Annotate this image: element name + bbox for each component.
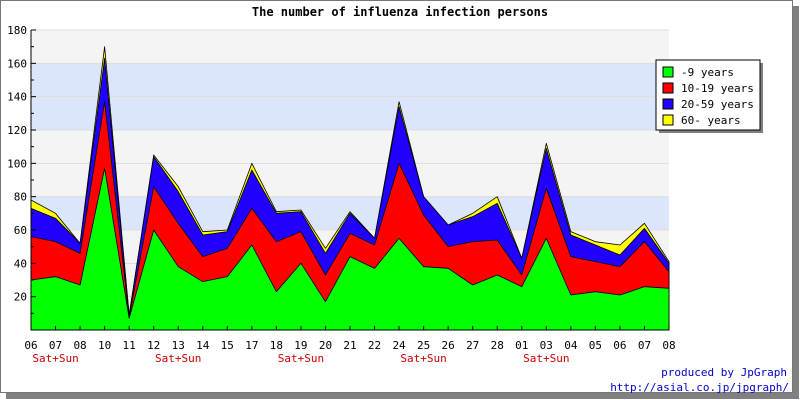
x-tick-label: 04: [564, 339, 578, 352]
weekend-label: Sat+Sun: [523, 352, 569, 365]
y-tick-label: 100: [7, 157, 27, 170]
x-tick-label: 20: [319, 339, 332, 352]
legend-swatch: [662, 98, 674, 110]
x-tick-label: 10: [98, 339, 111, 352]
band-140-160: [31, 63, 669, 97]
legend-swatch: [662, 82, 674, 94]
series-area-10-19-years: [30, 101, 670, 331]
footer-credit: produced by JpGraph: [661, 366, 787, 379]
footer-link[interactable]: http://asial.co.jp/jpgraph/: [610, 381, 789, 394]
band-100-120: [31, 130, 669, 164]
legend-label: -9 years: [681, 66, 734, 79]
x-tick-label: 28: [491, 339, 504, 352]
x-tick-label: 17: [245, 339, 258, 352]
y-tick-label: 20: [14, 291, 27, 304]
x-tick-label: 26: [442, 339, 455, 352]
x-tick-label: 19: [294, 339, 307, 352]
x-tick-label: 14: [196, 339, 210, 352]
x-tick-label: 27: [466, 339, 479, 352]
y-tick-label: 140: [7, 91, 27, 104]
y-tick-label: 180: [7, 24, 27, 37]
footer-link-text[interactable]: http://asial.co.jp/jpgraph/: [610, 381, 789, 394]
x-tick-label: 06: [613, 339, 626, 352]
x-tick-label: 07: [638, 339, 651, 352]
axes: 20 40 60 80 100 120 140 160 180 06 07 08 10 11 12 13 14 1…: [7, 24, 676, 365]
x-tick-label: 12: [147, 339, 160, 352]
x-tick-label: 22: [368, 339, 381, 352]
chart-title: The number of influenza infection person…: [252, 5, 548, 19]
x-tick-label: 03: [540, 339, 553, 352]
band-120-140: [31, 96, 669, 130]
y-tick-label: 60: [14, 224, 27, 237]
x-tick-label: 08: [73, 339, 86, 352]
band-160-180: [31, 30, 669, 64]
y-tick-label: 120: [7, 124, 27, 137]
legend-label: 10-19 years: [681, 82, 754, 95]
x-tick-label: 15: [221, 339, 234, 352]
weekend-label: Sat+Sun: [278, 352, 324, 365]
frame-shadow-bottom: [6, 393, 799, 399]
x-tick-label: 24: [392, 339, 406, 352]
x-tick-label: 08: [662, 339, 675, 352]
legend: -9 years 10-19 years 20-59 years 60- years: [655, 59, 763, 133]
legend-label: 60- years: [681, 114, 741, 127]
legend-swatch: [662, 114, 674, 126]
weekend-label: Sat+Sun: [400, 352, 446, 365]
x-tick-label: 01: [515, 339, 528, 352]
band-80-100: [31, 163, 669, 197]
legend-label: 20-59 years: [681, 98, 754, 111]
series-area-9-years: [30, 167, 670, 331]
frame-shadow-right: [793, 6, 799, 399]
legend-swatch: [662, 66, 674, 78]
x-tick-label: 25: [417, 339, 430, 352]
x-tick-label: 18: [270, 339, 283, 352]
area-series-group: [30, 46, 670, 331]
y-tick-label: 80: [14, 191, 27, 204]
x-tick-label: 13: [172, 339, 185, 352]
x-tick-label: 21: [343, 339, 356, 352]
x-tick-label: 07: [49, 339, 62, 352]
weekend-label: Sat+Sun: [155, 352, 201, 365]
x-tick-label: 05: [589, 339, 602, 352]
weekend-label: Sat+Sun: [32, 352, 78, 365]
y-tick-label: 160: [7, 57, 27, 70]
y-tick-label: 40: [14, 257, 27, 270]
x-tick-label: 11: [123, 339, 136, 352]
x-tick-label: 06: [24, 339, 37, 352]
